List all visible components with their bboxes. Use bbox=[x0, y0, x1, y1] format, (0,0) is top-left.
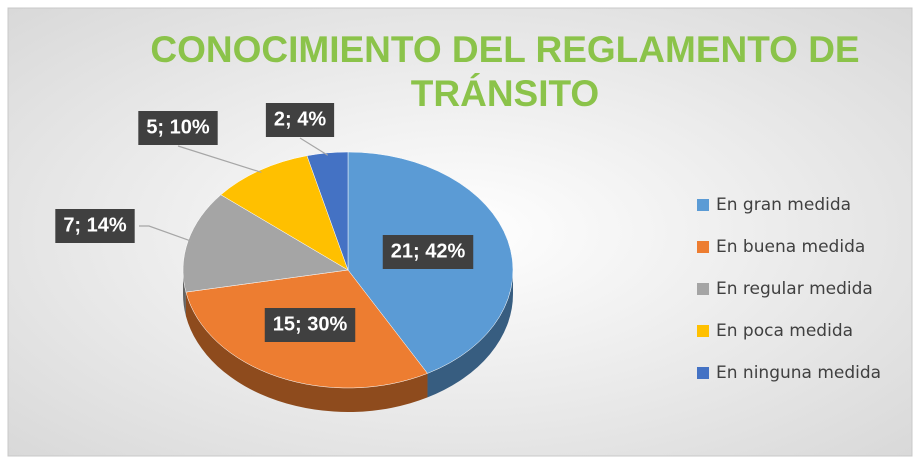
legend-label: En ninguna medida bbox=[716, 363, 881, 383]
pie-slice bbox=[306, 151, 349, 271]
leader-line bbox=[139, 225, 192, 242]
data-label-box bbox=[55, 209, 135, 243]
legend-swatch bbox=[697, 325, 709, 337]
data-label: 7; 14% bbox=[63, 214, 127, 236]
chart-title: CONOCIMIENTO DEL REGLAMENTO DE TRÁNSITO bbox=[150, 29, 859, 114]
pie-side bbox=[427, 270, 513, 398]
leader-line bbox=[299, 137, 329, 156]
legend-label: En buena medida bbox=[716, 237, 865, 257]
legend-swatch bbox=[697, 199, 709, 211]
legend-label: En poca medida bbox=[716, 321, 853, 341]
legend-swatch bbox=[697, 241, 709, 253]
leader-line bbox=[177, 145, 262, 173]
legend-label: En regular medida bbox=[716, 279, 873, 299]
legend-label: En gran medida bbox=[716, 195, 851, 215]
data-label: 2; 4% bbox=[274, 108, 326, 130]
pie-slice bbox=[220, 155, 349, 271]
data-label-box bbox=[264, 308, 356, 342]
data-label: 5; 10% bbox=[146, 116, 210, 138]
pie-side bbox=[185, 292, 428, 412]
data-label-box bbox=[382, 235, 474, 269]
data-label-box bbox=[265, 103, 335, 137]
legend-swatch bbox=[697, 367, 709, 379]
data-label: 15; 30% bbox=[273, 313, 348, 335]
legend-swatch bbox=[697, 283, 709, 295]
data-label: 21; 42% bbox=[391, 240, 466, 262]
data-label-box bbox=[138, 111, 218, 145]
